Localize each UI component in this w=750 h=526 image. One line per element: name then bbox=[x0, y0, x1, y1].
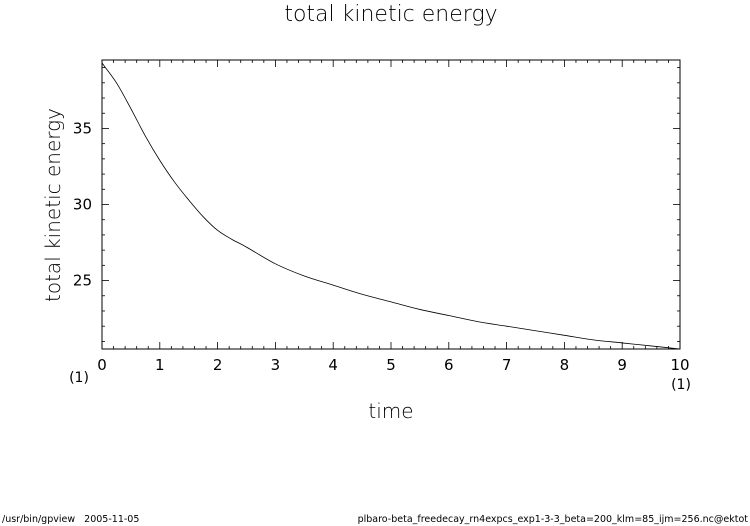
x-tick-label: 5 bbox=[386, 356, 396, 374]
x-tick-label: 1 bbox=[155, 356, 165, 374]
x-unit-label-left: (1) bbox=[69, 370, 89, 386]
footer-file: plbaro-beta_freedecay_rn4expcs_exp1-3-3_… bbox=[357, 514, 748, 525]
footer-left: /usr/bin/gpview 2005-11-05 bbox=[2, 514, 139, 525]
plot-frame bbox=[101, 59, 681, 350]
x-tick-label: 4 bbox=[328, 356, 338, 374]
x-tick-label: 9 bbox=[617, 356, 627, 374]
x-axis: 0 1 2 3 4 5 6 7 8 9 10 bbox=[97, 60, 690, 374]
x-tick-label: 7 bbox=[502, 356, 512, 374]
footer-program: /usr/bin/gpview bbox=[2, 514, 76, 525]
x-tick-label: 8 bbox=[560, 356, 570, 374]
chart-title: total kinetic energy bbox=[284, 2, 497, 27]
y-tick-label: 35 bbox=[73, 119, 92, 137]
x-tick-label: 0 bbox=[97, 356, 107, 374]
x-tick-label: 2 bbox=[213, 356, 223, 374]
x-unit-label-right: (1) bbox=[671, 377, 691, 393]
series-line bbox=[101, 62, 681, 350]
y-axis-label: total kinetic energy bbox=[41, 108, 65, 302]
x-tick-label: 10 bbox=[670, 356, 689, 374]
y-tick-label: 25 bbox=[73, 272, 92, 290]
x-tick-label: 6 bbox=[444, 356, 454, 374]
footer-date: 2005-11-05 bbox=[84, 514, 140, 525]
y-tick-label: 30 bbox=[73, 196, 92, 214]
x-axis-label: time bbox=[368, 399, 413, 423]
y-axis: 25 30 35 bbox=[73, 67, 680, 342]
x-tick-label: 3 bbox=[271, 356, 281, 374]
